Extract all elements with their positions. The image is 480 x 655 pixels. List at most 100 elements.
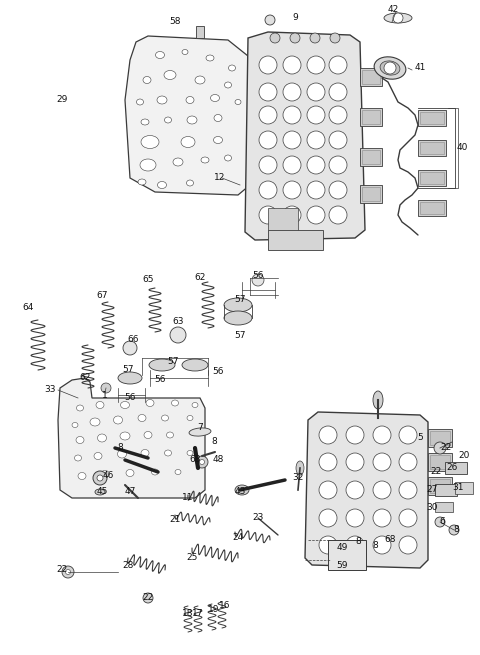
Circle shape — [62, 566, 74, 578]
Circle shape — [373, 509, 391, 527]
Text: 8: 8 — [211, 438, 217, 447]
Circle shape — [307, 156, 325, 174]
Bar — [360, 108, 382, 126]
Bar — [445, 462, 467, 474]
Circle shape — [259, 181, 277, 199]
Text: 18: 18 — [182, 610, 194, 618]
Circle shape — [252, 274, 264, 286]
Text: 57: 57 — [234, 331, 246, 339]
Circle shape — [319, 453, 337, 471]
Bar — [418, 170, 446, 186]
Ellipse shape — [118, 372, 142, 384]
Text: 31: 31 — [452, 483, 464, 493]
Ellipse shape — [192, 403, 198, 407]
Ellipse shape — [373, 391, 383, 409]
Ellipse shape — [95, 489, 105, 495]
Text: 43: 43 — [234, 487, 246, 496]
Ellipse shape — [225, 82, 231, 88]
Bar — [362, 70, 380, 84]
Polygon shape — [305, 412, 428, 568]
Circle shape — [307, 56, 325, 74]
Bar — [375, 534, 397, 546]
Ellipse shape — [374, 57, 406, 79]
Ellipse shape — [165, 117, 171, 123]
Circle shape — [346, 509, 364, 527]
Ellipse shape — [74, 455, 82, 461]
Ellipse shape — [143, 77, 151, 83]
Text: 24: 24 — [232, 534, 244, 542]
Text: 25: 25 — [186, 553, 198, 563]
Text: 17: 17 — [192, 610, 204, 618]
Circle shape — [399, 536, 417, 554]
Bar — [362, 110, 380, 124]
Circle shape — [97, 475, 103, 481]
Circle shape — [259, 206, 277, 224]
Circle shape — [283, 156, 301, 174]
Circle shape — [283, 83, 301, 101]
Circle shape — [435, 517, 445, 527]
Circle shape — [283, 131, 301, 149]
Ellipse shape — [97, 434, 107, 442]
Text: 20: 20 — [458, 451, 470, 460]
Ellipse shape — [380, 61, 400, 75]
Circle shape — [319, 509, 337, 527]
Bar — [360, 185, 382, 203]
Circle shape — [329, 206, 347, 224]
Ellipse shape — [146, 400, 154, 407]
Circle shape — [373, 536, 391, 554]
Text: 56: 56 — [212, 367, 224, 377]
Text: 46: 46 — [102, 470, 114, 479]
Text: 56: 56 — [124, 394, 136, 403]
Text: 8: 8 — [117, 443, 123, 453]
Text: 57: 57 — [234, 295, 246, 305]
Bar — [362, 150, 380, 164]
Ellipse shape — [165, 450, 171, 456]
Circle shape — [346, 453, 364, 471]
Ellipse shape — [161, 415, 168, 421]
Text: 28: 28 — [122, 561, 134, 569]
Text: 22: 22 — [431, 468, 442, 476]
Bar — [268, 208, 298, 230]
Circle shape — [329, 156, 347, 174]
Text: 8: 8 — [355, 538, 361, 546]
Bar — [435, 484, 457, 496]
Circle shape — [319, 481, 337, 499]
Circle shape — [330, 33, 340, 43]
Ellipse shape — [181, 136, 195, 147]
Ellipse shape — [113, 416, 122, 424]
Circle shape — [123, 341, 137, 355]
Text: 12: 12 — [214, 174, 226, 183]
Bar — [430, 479, 450, 493]
Ellipse shape — [296, 461, 304, 475]
Text: 23: 23 — [252, 514, 264, 523]
Text: 33: 33 — [44, 386, 56, 394]
Text: 22: 22 — [56, 565, 68, 574]
Ellipse shape — [187, 415, 193, 421]
Bar — [420, 202, 444, 214]
Ellipse shape — [235, 100, 241, 105]
Ellipse shape — [384, 13, 412, 23]
Text: 65: 65 — [142, 276, 154, 284]
Bar — [420, 112, 444, 124]
Ellipse shape — [138, 415, 146, 422]
Text: 66: 66 — [127, 335, 139, 345]
Text: 19: 19 — [208, 605, 220, 614]
Ellipse shape — [175, 470, 181, 474]
Ellipse shape — [157, 96, 167, 104]
Circle shape — [384, 62, 396, 74]
Ellipse shape — [100, 470, 109, 477]
Circle shape — [196, 456, 208, 468]
Bar — [455, 482, 473, 494]
Bar — [362, 187, 380, 201]
Text: 22: 22 — [440, 443, 452, 453]
Ellipse shape — [186, 96, 194, 103]
Bar — [418, 140, 446, 156]
Text: 68: 68 — [384, 536, 396, 544]
Ellipse shape — [149, 359, 175, 371]
Ellipse shape — [189, 428, 211, 436]
Ellipse shape — [164, 71, 176, 79]
Ellipse shape — [120, 402, 130, 409]
Text: 67: 67 — [96, 291, 108, 299]
Text: 58: 58 — [169, 18, 181, 26]
Text: 62: 62 — [79, 373, 91, 383]
